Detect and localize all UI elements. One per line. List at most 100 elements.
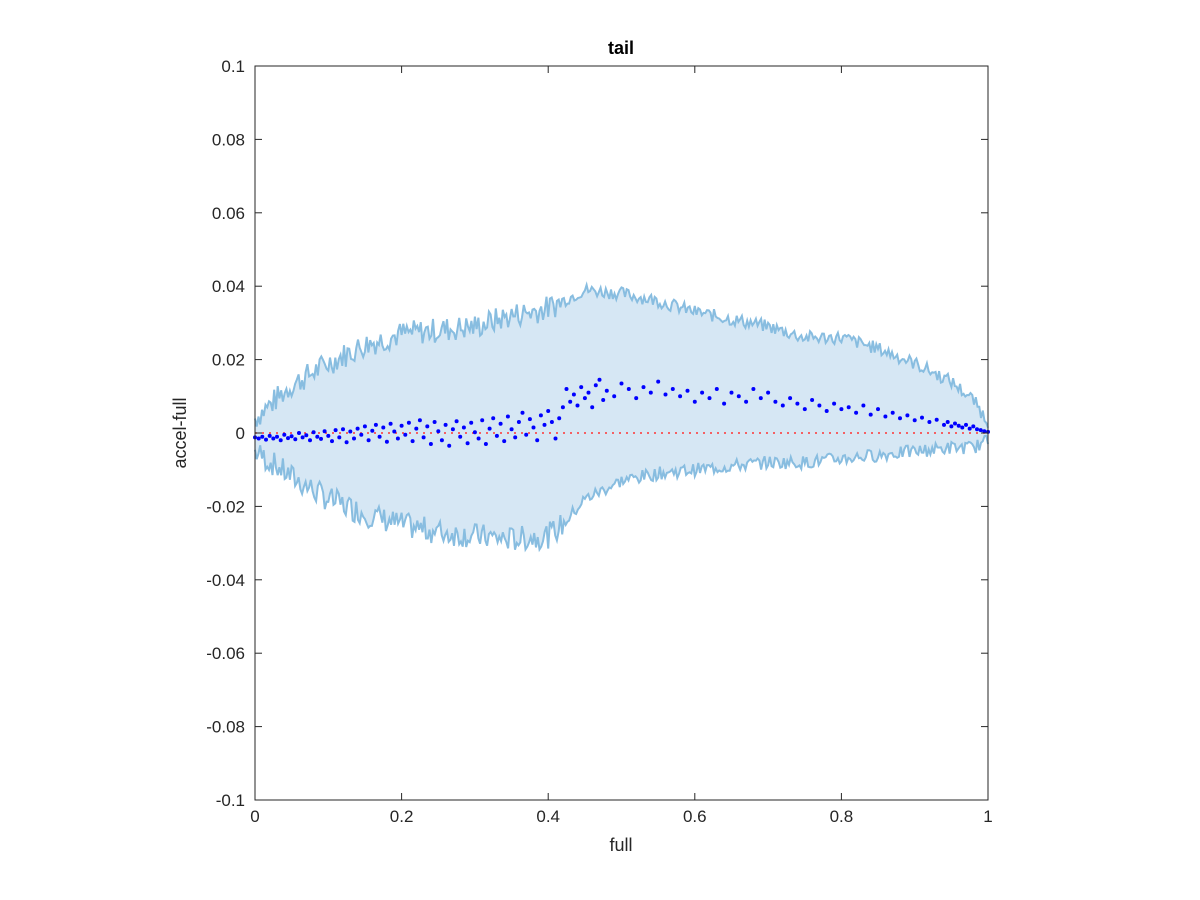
data-point — [912, 418, 917, 423]
data-point — [494, 433, 499, 438]
data-point — [945, 420, 950, 424]
data-point — [876, 407, 880, 412]
data-point — [373, 422, 378, 427]
data-point — [656, 379, 661, 384]
data-point — [978, 428, 983, 433]
data-point — [465, 441, 470, 446]
data-point — [417, 418, 422, 423]
data-point — [513, 435, 518, 440]
data-point — [524, 432, 529, 437]
x-tick-label: 0.2 — [390, 807, 414, 826]
data-point — [934, 417, 939, 422]
data-point — [839, 407, 844, 412]
data-point — [571, 392, 576, 397]
data-point — [322, 429, 327, 434]
data-point — [560, 405, 565, 410]
data-point — [810, 398, 815, 402]
data-point — [586, 390, 591, 395]
data-point — [744, 399, 749, 404]
data-point — [553, 436, 558, 441]
data-point — [344, 440, 349, 445]
data-point — [824, 409, 829, 413]
data-point — [817, 403, 822, 408]
data-point — [549, 420, 554, 424]
data-point — [491, 416, 496, 421]
data-point — [384, 439, 389, 444]
data-point — [971, 424, 976, 429]
data-point — [370, 428, 375, 433]
data-point — [436, 429, 441, 434]
data-point — [472, 430, 477, 435]
data-point — [766, 390, 771, 395]
y-axis-label: accel-full — [170, 397, 190, 468]
data-point — [256, 436, 261, 441]
data-point — [883, 414, 888, 419]
data-point — [311, 430, 316, 435]
data-point — [582, 396, 587, 401]
data-point — [286, 436, 290, 441]
data-point — [692, 399, 697, 404]
data-point — [568, 399, 573, 404]
data-point — [722, 401, 727, 406]
data-point — [381, 425, 386, 430]
data-point — [861, 403, 866, 408]
data-point — [967, 426, 972, 431]
data-point — [469, 420, 474, 425]
data-point — [641, 385, 646, 390]
chart-title: tail — [608, 38, 634, 58]
data-point — [476, 436, 481, 441]
data-point — [264, 437, 268, 442]
data-point — [278, 438, 283, 443]
data-point — [751, 387, 756, 391]
data-point — [267, 433, 272, 438]
data-point — [590, 405, 595, 410]
data-point — [634, 396, 639, 401]
x-tick-label: 0.6 — [683, 807, 707, 826]
x-tick-label: 0.8 — [830, 807, 854, 826]
data-point — [557, 416, 562, 421]
data-point — [487, 426, 492, 431]
data-point — [956, 423, 961, 428]
y-tick-label: 0.02 — [212, 351, 245, 370]
data-point — [982, 429, 987, 434]
data-point — [421, 435, 426, 440]
data-point — [282, 432, 287, 437]
data-point — [520, 410, 525, 415]
data-point — [729, 390, 734, 395]
x-axis-label: full — [609, 835, 632, 855]
data-point — [942, 422, 946, 427]
data-point — [802, 407, 807, 412]
data-point — [461, 425, 466, 430]
x-tick-label: 0 — [250, 807, 259, 826]
data-point — [428, 442, 433, 446]
y-tick-label: -0.04 — [206, 571, 245, 590]
data-point — [366, 438, 371, 443]
data-point — [498, 421, 503, 426]
data-point — [319, 436, 323, 441]
data-point — [795, 401, 800, 406]
data-point — [447, 443, 452, 448]
data-point — [509, 427, 514, 432]
data-point — [542, 422, 547, 427]
data-point — [260, 434, 265, 439]
data-point — [403, 432, 408, 437]
data-point — [527, 417, 532, 422]
data-point — [388, 421, 393, 426]
data-point — [535, 438, 540, 443]
y-tick-label: 0.04 — [212, 277, 245, 296]
data-point — [678, 394, 683, 399]
data-point — [898, 416, 902, 421]
data-point — [410, 439, 415, 444]
y-tick-label: -0.06 — [206, 644, 245, 663]
data-point — [546, 409, 551, 413]
data-point — [414, 426, 419, 431]
data-point — [663, 392, 668, 397]
data-point — [964, 422, 968, 427]
data-point — [579, 385, 584, 390]
data-point — [575, 403, 580, 408]
data-point — [425, 424, 430, 429]
data-point — [601, 398, 606, 402]
data-point — [289, 434, 294, 439]
data-point — [439, 438, 444, 443]
data-point — [846, 405, 851, 410]
